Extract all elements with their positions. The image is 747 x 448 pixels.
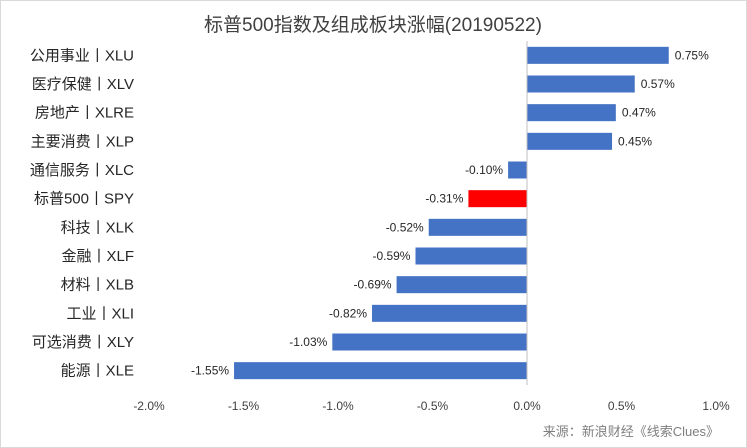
category-label-3: 主要消费丨XLP [31, 133, 134, 150]
x-tick-label-4: 0.0% [513, 399, 541, 413]
x-tick-label-5: 0.5% [608, 399, 636, 413]
bar-2 [527, 104, 616, 122]
chart-title: 标普500指数及组成板块涨幅(20190522) [204, 14, 542, 36]
value-label-11: -1.55% [191, 364, 229, 378]
bar-0 [527, 46, 669, 64]
bar-10 [332, 333, 527, 351]
category-label-2: 房地产丨XLRE [35, 105, 134, 122]
bar-11 [234, 362, 528, 380]
x-tick-label-1: -1.5% [228, 399, 260, 413]
category-label-11: 能源丨XLE [61, 363, 134, 380]
category-label-0: 公用事业丨XLU [30, 47, 134, 64]
category-label-7: 金融丨XLF [61, 248, 134, 265]
bar-4 [508, 161, 527, 179]
x-tick-label-6: 1.0% [702, 399, 730, 413]
x-tick-label-0: -2.0% [133, 399, 165, 413]
x-tick-label-3: -0.5% [417, 399, 449, 413]
x-tick-label-2: -1.0% [322, 399, 354, 413]
category-label-10: 可选消费丨XLY [32, 334, 134, 351]
value-label-8: -0.69% [354, 278, 392, 292]
plot-area: 0.75% 公用事业丨XLU 0.57% 医疗保健丨XLV 0.47% 房地产丨XLRE 0… [30, 41, 730, 413]
bar-1 [527, 75, 635, 93]
category-label-6: 科技丨XLK [61, 219, 134, 236]
category-label-1: 医疗保健丨XLV [32, 76, 134, 93]
bar-6 [428, 218, 527, 236]
value-label-2: 0.47% [622, 106, 656, 120]
category-label-5: 标普500丨SPY [34, 191, 134, 208]
value-label-0: 0.75% [675, 48, 709, 62]
category-label-4: 通信服务丨XLC [30, 162, 134, 179]
value-label-6: -0.52% [386, 220, 424, 234]
bar-3 [527, 132, 613, 150]
value-label-9: -0.82% [329, 306, 367, 320]
value-label-5: -0.31% [425, 192, 463, 206]
bar-5 [468, 190, 527, 208]
value-label-7: -0.59% [372, 249, 410, 263]
source-note: 来源：新浪财经《线索Clues》 [543, 424, 719, 439]
category-label-8: 材料丨XLB [61, 277, 134, 294]
bar-8 [396, 276, 527, 294]
value-label-10: -1.03% [289, 335, 327, 349]
value-label-3: 0.45% [618, 134, 652, 148]
bar-7 [415, 247, 527, 265]
value-label-4: -0.10% [465, 163, 503, 177]
bar-9 [372, 304, 527, 322]
category-label-9: 工业丨XLI [66, 305, 134, 322]
value-label-1: 0.57% [641, 77, 675, 91]
